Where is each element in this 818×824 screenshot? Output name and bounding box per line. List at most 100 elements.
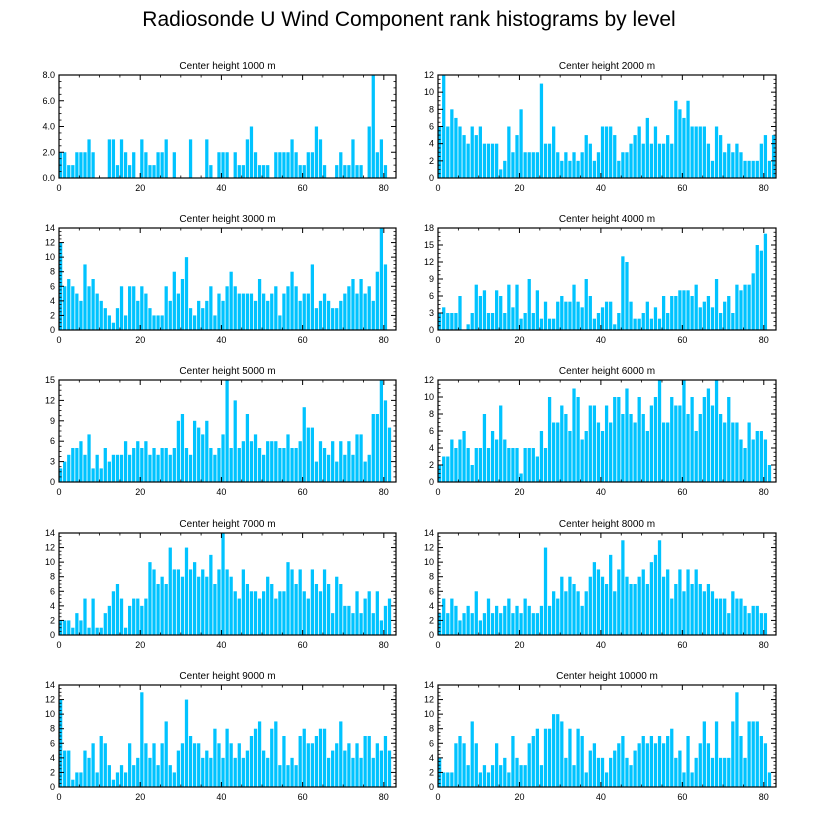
histogram-bar [755,721,759,787]
histogram-bar [604,584,609,635]
histogram-bar [286,562,290,635]
histogram-bar [67,279,71,330]
histogram-bar [282,293,286,330]
histogram-bar [519,765,523,787]
histogram-bar [290,271,294,330]
histogram-bar [233,757,237,787]
histogram-bar [63,750,67,787]
histogram-bar [371,757,375,787]
histogram-bar [723,422,727,482]
histogram-bar [387,427,392,482]
histogram-bar [572,765,576,787]
histogram-bar [63,152,67,178]
histogram-bar [379,228,384,330]
histogram-bar [645,301,649,330]
histogram-bar [572,152,576,178]
histogram-bar [302,165,306,179]
histogram-bar [331,750,335,787]
histogram-bar [743,448,747,482]
histogram-bar [144,743,148,787]
histogram-bar [547,318,552,330]
histogram-bar [649,318,654,330]
histogram-bar [763,135,768,178]
histogram-bar [625,757,629,787]
histogram-bar [233,152,237,178]
histogram-bar [702,721,706,787]
histogram-bar [140,286,144,330]
histogram-bar [160,448,164,482]
x-tick-label: 40 [596,335,606,345]
y-tick-label: 15 [424,240,434,250]
x-tick-label: 40 [596,640,606,650]
x-tick-label: 0 [435,335,440,345]
histogram-bar [107,139,111,179]
histogram-bar [310,427,314,482]
histogram-bar [682,380,686,482]
histogram-bar [727,757,731,787]
histogram-bar [718,757,723,787]
histogram-bar [132,152,136,178]
histogram-bar [490,613,495,635]
histogram-bar [694,284,698,330]
y-tick-label: 0 [429,477,434,487]
histogram-bar [442,307,446,330]
x-tick-label: 20 [514,640,524,650]
histogram-bar [751,160,755,178]
histogram-bar [767,160,772,178]
histogram-bar [262,165,266,179]
histogram-bar [515,448,519,482]
histogram-bar [168,454,172,482]
histogram-bar [490,431,495,482]
y-tick-label: 8 [429,572,434,582]
histogram-bar [588,750,592,787]
histogram-bar [371,414,375,482]
y-tick-label: 12 [424,70,434,80]
panel-title: Center height 5000 m [179,366,275,377]
histogram-bar [511,448,515,482]
x-tick-label: 80 [379,792,389,802]
x-tick-label: 40 [216,487,226,497]
histogram-bar [690,296,694,330]
x-tick-label: 0 [435,792,440,802]
histogram-bar [560,296,564,330]
histogram-bar [192,743,197,787]
x-tick-label: 40 [596,792,606,802]
histogram-bar [499,169,503,178]
histogram-bar [209,286,213,330]
x-tick-label: 60 [298,183,308,193]
histogram-bar [641,736,645,787]
histogram-bar [743,757,747,787]
histogram-bar [221,757,225,787]
histogram-bar [503,160,507,178]
histogram-bar [160,315,164,330]
histogram-bar [282,152,286,178]
histogram-bar [629,301,633,330]
histogram-bar [355,591,359,635]
histogram-bar [649,736,654,787]
y-tick-label: 10 [45,557,55,567]
histogram-bar [213,728,217,787]
histogram-bar [339,721,343,787]
histogram-bar [270,441,274,482]
histogram-bar [91,468,95,482]
histogram-bar [359,165,363,179]
histogram-bar [217,152,221,178]
histogram-bar [478,620,482,635]
histogram-bar [103,743,107,787]
x-tick-label: 0 [56,335,61,345]
y-tick-label: 0 [50,782,55,792]
histogram-bar [613,397,617,482]
histogram-bar [347,165,351,179]
histogram-bar [470,313,474,330]
histogram-bar [702,301,706,330]
histogram-bar [763,439,768,482]
histogram-bar [596,757,601,787]
histogram-bar [217,448,221,482]
histogram-bar [172,772,176,787]
histogram-bar [144,152,148,178]
histogram-bar [564,414,568,482]
histogram-bar [176,293,181,330]
histogram-bar [111,779,116,787]
histogram-bar [511,152,515,178]
histogram-bar [731,721,735,787]
